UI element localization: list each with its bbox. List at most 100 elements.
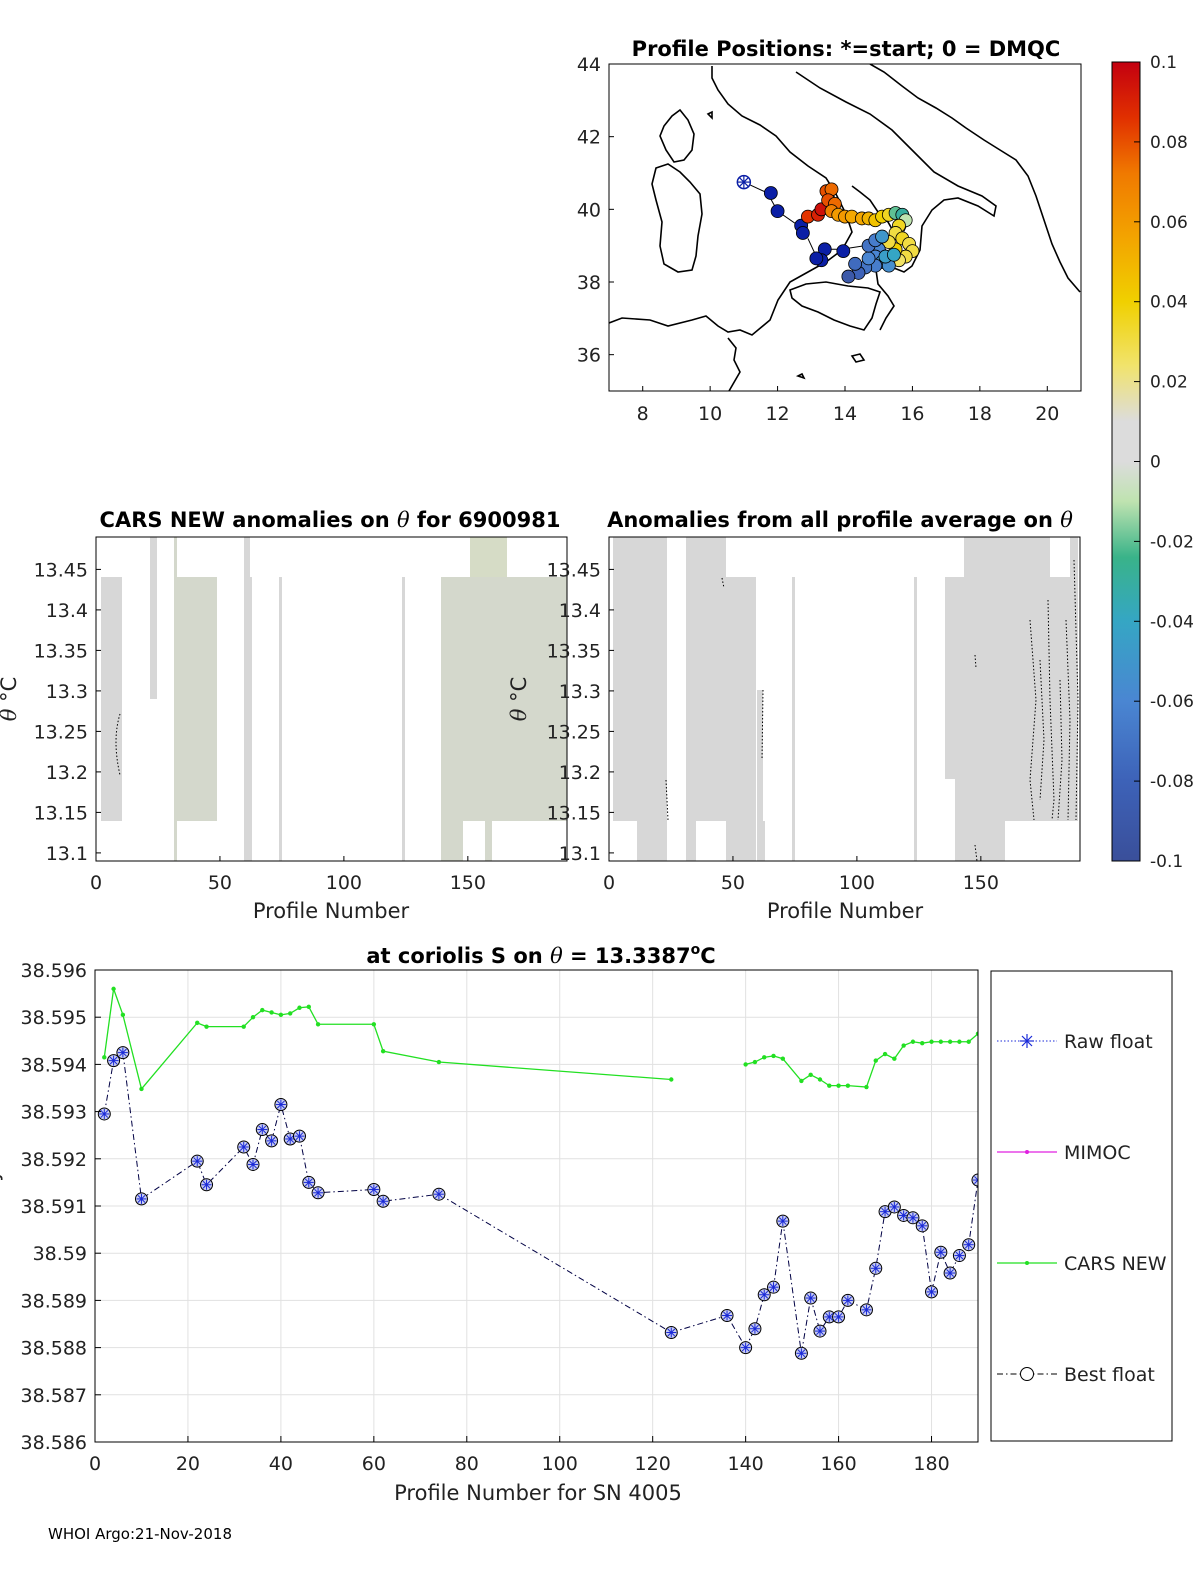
cars-new-point — [892, 1056, 897, 1061]
raw-float-asterisk — [843, 1296, 852, 1305]
legend-raw-float-marker — [1021, 1035, 1033, 1047]
colorbar-tick-label: 0.08 — [1150, 133, 1188, 153]
cars-new-point — [780, 1056, 786, 1061]
salinity-xticks: 0 20 40 60 80 100 120 140 160 180 — [89, 1436, 950, 1475]
profile-position-point — [763, 186, 778, 200]
salinity-xtick-label: 20 — [176, 1453, 200, 1475]
raw-float-asterisk — [936, 1248, 945, 1257]
salinity-xtick-label: 100 — [542, 1453, 578, 1475]
cars-new-point — [817, 1077, 823, 1082]
salinity-xtick-label: 40 — [269, 1453, 293, 1475]
raw-float-asterisk — [304, 1178, 313, 1187]
colorbar-tick-label: -0.1 — [1150, 852, 1183, 872]
cars-new-point — [873, 1058, 878, 1063]
profile-anomaly-frame — [608, 536, 1081, 862]
cars-new-point — [920, 1040, 925, 1046]
salinity-title: at coriolis S on θ = 13.3387oC — [366, 942, 715, 968]
cars-new-point — [195, 1020, 200, 1026]
cars-new-point — [111, 986, 116, 992]
cars-new-point — [315, 1022, 321, 1027]
profile-anomaly-ytick-label: 13.15 — [547, 802, 601, 824]
colorbar-tick-label: -0.08 — [1150, 772, 1194, 792]
cars-new-point — [269, 1010, 274, 1015]
cars-ytick-label: 13.45 — [34, 559, 88, 581]
map-xtick-label: 16 — [900, 403, 924, 425]
salinity-xtick-label: 140 — [727, 1453, 763, 1475]
colorbar-tick-label: 0.06 — [1150, 213, 1188, 233]
cars-ytick-label: 13.35 — [34, 640, 88, 662]
profile-anomaly-xlabel: Profile Number — [767, 899, 924, 923]
profile-anomaly-xticks: 0 50 100 150 — [603, 856, 999, 894]
cars-xtick-label: 0 — [90, 872, 102, 894]
map-yticks: 36 38 40 42 44 — [577, 54, 614, 367]
cars-xtick-label: 150 — [450, 872, 486, 894]
salinity-ytick-label: 38.591 — [21, 1196, 87, 1218]
colorbar-tick-label: -0.06 — [1150, 692, 1194, 712]
raw-float-asterisk — [276, 1100, 285, 1109]
cars-new-point — [799, 1078, 804, 1084]
legend-items: Raw float MIMOC CARS NEW Best float — [997, 1031, 1167, 1386]
map-xtick-label: 14 — [833, 403, 857, 425]
map-ytick-label: 42 — [577, 127, 601, 149]
salinity-ylabel: Salinity — [0, 1169, 3, 1247]
raw-float-asterisk — [239, 1143, 248, 1151]
cars-ylabel: θ °C — [0, 677, 21, 722]
cars-ytick-label: 13.15 — [34, 802, 88, 824]
raw-float-asterisk — [667, 1328, 676, 1337]
profile-anomaly-xtick-label: 0 — [603, 872, 615, 894]
raw-float-asterisk — [137, 1194, 146, 1203]
profile-position-point — [861, 251, 876, 266]
legend-label: MIMOC — [1064, 1142, 1131, 1164]
profile-anomaly-ytick-label: 13.2 — [559, 762, 601, 784]
map-title: Profile Positions: *=start; 0 = DMQC — [632, 37, 1061, 61]
cars-ytick-label: 13.1 — [46, 843, 88, 865]
salinity-ytick-label: 38.592 — [21, 1149, 87, 1171]
cars-new-point — [250, 1015, 256, 1020]
profile-anomaly-ytick-label: 13.25 — [547, 721, 601, 743]
map-ytick-label: 40 — [577, 199, 601, 221]
cars-new-point — [901, 1043, 906, 1048]
raw-float-asterisk — [760, 1290, 769, 1299]
cars-new-point — [139, 1086, 144, 1092]
colorbar-tick-label: 0.1 — [1150, 53, 1177, 73]
cars-anomaly-panel: CARS NEW anomalies on θ for 6900981 0 50 1… — [0, 508, 568, 923]
salinity-legend: Raw float MIMOC CARS NEW Best float — [990, 970, 1173, 1442]
cars-xtick-label: 50 — [208, 872, 232, 894]
profile-position-point — [841, 269, 856, 284]
profile-position-point — [809, 251, 824, 266]
profile-anomaly-xtick-label: 100 — [839, 872, 875, 894]
map-ytick-label: 36 — [577, 345, 601, 367]
cars-new-point — [910, 1039, 916, 1044]
raw-float-asterisk — [899, 1211, 908, 1220]
profile-position-point — [875, 229, 889, 244]
profile-position-point — [886, 247, 901, 262]
profile-anomaly-ytick-label: 13.35 — [547, 640, 601, 662]
salinity-ytick-label: 38.59 — [33, 1243, 87, 1265]
cars-new-point — [929, 1039, 934, 1044]
cars-new-point — [882, 1051, 888, 1057]
map-panel: Profile Positions: *=start; 0 = DMQC — [577, 37, 1082, 425]
salinity-ytick-label: 38.586 — [21, 1432, 87, 1454]
salinity-ytick-label: 38.588 — [21, 1338, 87, 1360]
profile-anomaly-xtick-label: 50 — [721, 872, 745, 894]
legend-box — [990, 970, 1173, 1442]
profile-anomaly-ytick-label: 13.4 — [559, 600, 601, 622]
cars-anomaly-frame — [95, 536, 568, 862]
cars-new-point — [771, 1053, 776, 1059]
cars-new-point — [297, 1005, 302, 1010]
cars-new-point — [371, 1022, 377, 1027]
raw-float-asterisk — [314, 1188, 323, 1197]
map-xtick-label: 20 — [1035, 403, 1059, 425]
raw-float-asterisk — [946, 1269, 955, 1277]
salinity-xlabel: Profile Number for SN 4005 — [394, 1481, 682, 1505]
salinity-xtick-label: 180 — [913, 1453, 949, 1475]
legend-label: Raw float — [1064, 1031, 1153, 1053]
cars-new-point — [845, 1083, 851, 1088]
salinity-ytick-label: 38.587 — [21, 1385, 87, 1407]
salinity-xtick-label: 0 — [89, 1453, 101, 1475]
profile-position-point — [848, 256, 863, 271]
cars-ytick-label: 13.25 — [34, 721, 88, 743]
map-axes-box — [608, 63, 1082, 392]
map-ytick-label: 44 — [577, 54, 601, 76]
raw-float-asterisk — [881, 1207, 890, 1216]
